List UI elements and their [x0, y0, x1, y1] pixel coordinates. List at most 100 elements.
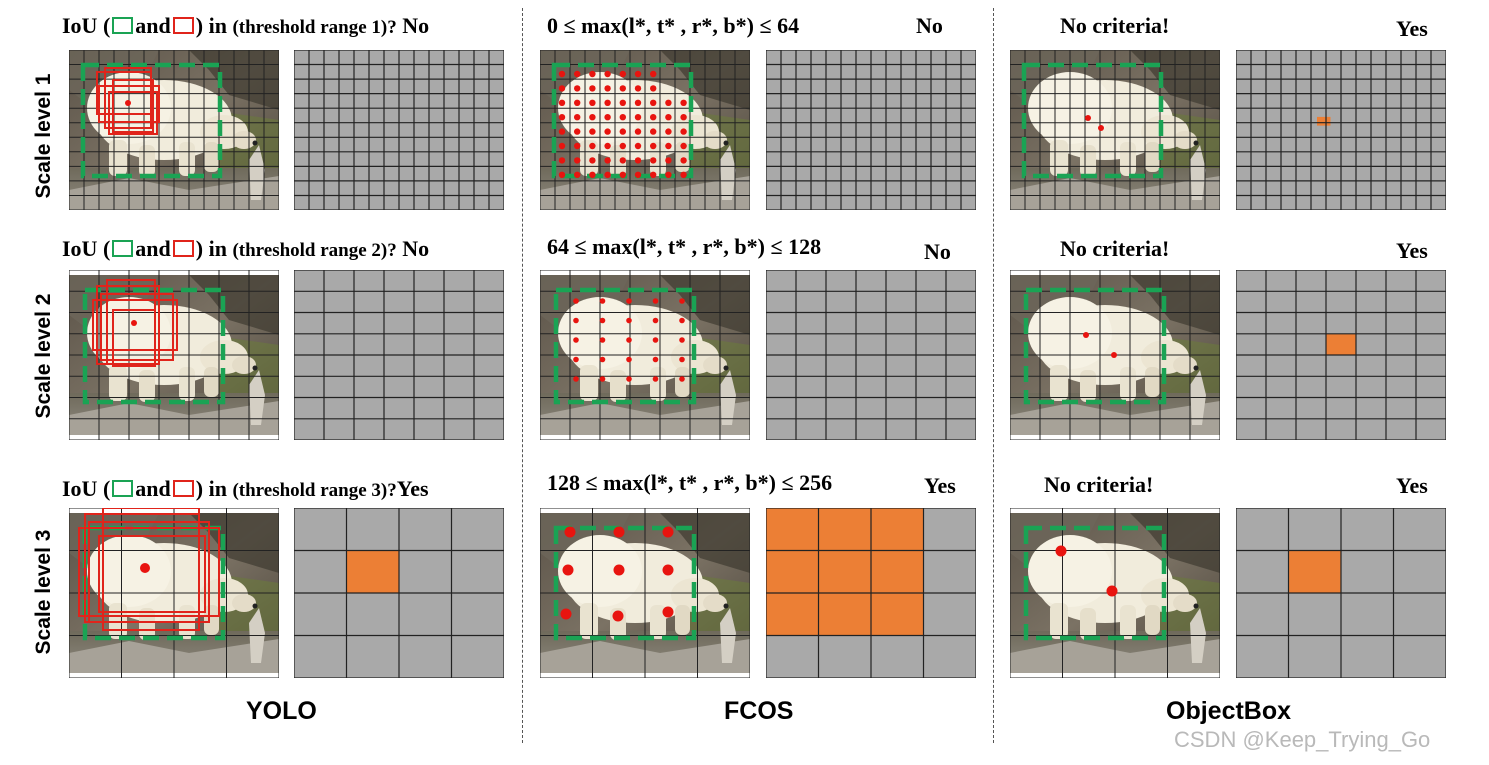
- center-point: [140, 563, 150, 573]
- center-point: [626, 317, 632, 324]
- center-point: [131, 320, 137, 326]
- objectbox-answer-2: Yes: [1396, 238, 1428, 263]
- center-point: [574, 157, 581, 164]
- center-point: [680, 128, 687, 135]
- yolo-question-3: IoU (and) in (threshold range 3)?Yes: [62, 476, 429, 501]
- feature-grid: [766, 508, 976, 678]
- ground-truth-box: [1021, 62, 1164, 179]
- method-label-fcos: FCOS: [724, 697, 794, 725]
- anchor-box: [100, 293, 174, 361]
- feature-grid: [294, 270, 504, 440]
- fcos-answer-2: No: [924, 239, 951, 264]
- anchor-box: [108, 91, 158, 135]
- yolo-grid-scale-3: [294, 508, 504, 678]
- feature-grid: [294, 508, 504, 678]
- objectbox-question-2: No criteria!: [1060, 236, 1170, 261]
- center-point: [1085, 115, 1091, 121]
- image-grid: [540, 270, 750, 440]
- positive-sample-cell: [766, 508, 924, 636]
- feature-grid: [294, 50, 504, 210]
- yolo-grid-scale-1: [294, 50, 504, 210]
- center-point: [1098, 125, 1104, 131]
- center-point: [665, 171, 672, 178]
- center-point: [634, 128, 642, 135]
- center-point: [599, 356, 606, 363]
- method-label-yolo: YOLO: [246, 697, 317, 725]
- image-grid: [1010, 50, 1220, 210]
- center-point: [599, 376, 606, 382]
- center-point: [619, 128, 626, 135]
- fcos-grid-scale-2: [766, 270, 976, 440]
- center-point: [589, 85, 596, 92]
- yolo-answer-2: No: [402, 236, 430, 261]
- center-point: [558, 114, 566, 121]
- ground-truth-box: [82, 287, 226, 405]
- feature-grid: [1236, 270, 1446, 440]
- column-separator-2: [993, 8, 994, 743]
- center-point: [650, 128, 657, 135]
- ground-truth-box: [1023, 525, 1167, 641]
- center-point: [589, 99, 596, 106]
- column-separator-1: [522, 8, 523, 743]
- yolo-answer-1: No: [402, 13, 430, 38]
- positive-sample-cell: [346, 550, 399, 593]
- center-point: [650, 114, 657, 121]
- center-point: [599, 317, 606, 324]
- center-point: [574, 85, 581, 92]
- center-point: [1111, 352, 1117, 358]
- ground-truth-box: [80, 62, 223, 179]
- center-point: [634, 85, 642, 92]
- center-point: [652, 356, 659, 363]
- ground-truth-box: [553, 287, 697, 405]
- center-point: [619, 99, 626, 106]
- center-point: [652, 376, 659, 382]
- center-point: [604, 142, 611, 150]
- center-point: [679, 317, 685, 324]
- center-point: [626, 337, 632, 343]
- anchor-box: [98, 535, 206, 613]
- center-point: [589, 157, 596, 164]
- center-point: [604, 99, 611, 106]
- anchor-box-icon: [172, 480, 194, 497]
- fcos-grid-scale-1: [766, 50, 976, 210]
- center-point: [626, 376, 632, 382]
- center-point: [652, 317, 659, 324]
- center-point: [665, 128, 672, 135]
- center-point: [589, 128, 596, 135]
- center-point: [680, 171, 687, 178]
- feature-grid: [1236, 508, 1446, 678]
- yolo-question-2: IoU (and) in (threshold range 2)? No: [62, 236, 430, 261]
- center-point: [680, 157, 687, 164]
- center-point: [679, 376, 685, 382]
- center-point: [619, 85, 626, 92]
- objectbox-image-scale-1: [1010, 50, 1220, 210]
- center-point: [574, 171, 581, 178]
- positive-sample-cell: [1317, 116, 1331, 126]
- objectbox-grid-scale-2: [1236, 270, 1446, 440]
- yolo-image-scale-1: [69, 50, 279, 210]
- center-point: [1055, 545, 1067, 557]
- center-point: [604, 114, 611, 121]
- center-point: [652, 298, 659, 304]
- yolo-grid-scale-2: [294, 270, 504, 440]
- center-point: [604, 157, 611, 164]
- feature-grid: [766, 270, 976, 440]
- center-point: [652, 337, 659, 343]
- fcos-question-3: 128 ≤ max(l*, t* , r*, b*) ≤ 256: [547, 470, 833, 495]
- ground-truth-box: [1023, 287, 1167, 405]
- fcos-question-2: 64 ≤ max(l*, t* , r*, b*) ≤ 128: [547, 234, 822, 259]
- center-point: [564, 526, 576, 538]
- image-grid: [69, 50, 279, 210]
- center-point: [604, 85, 611, 92]
- fcos-grid-scale-3: [766, 508, 976, 678]
- center-point: [589, 114, 596, 121]
- center-point: [599, 337, 606, 343]
- gt-box-icon: [112, 17, 134, 34]
- center-point: [665, 142, 672, 150]
- objectbox-question-3: No criteria!: [1044, 472, 1154, 497]
- center-point: [589, 142, 596, 150]
- center-point: [634, 114, 642, 121]
- center-point: [558, 70, 566, 78]
- row-label-scale-1: Scale level 1: [32, 73, 55, 199]
- center-point: [573, 298, 579, 304]
